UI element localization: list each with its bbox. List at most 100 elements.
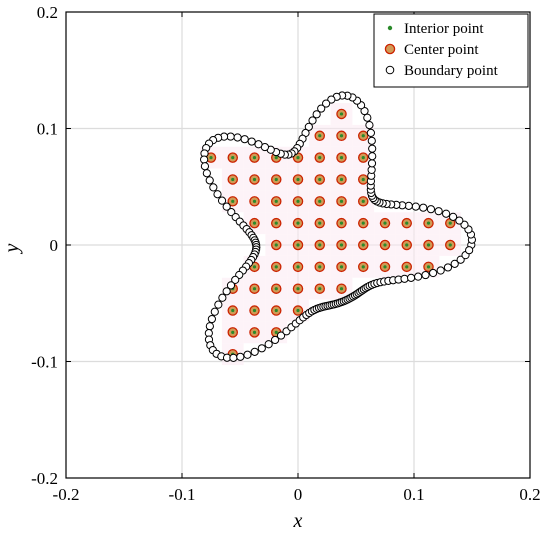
- boundary-point: [365, 121, 374, 130]
- boundary-point: [366, 128, 375, 137]
- boundary-point: [414, 272, 423, 281]
- boundary-point: [217, 196, 227, 205]
- boundary-point: [226, 281, 236, 290]
- boundary-point: [411, 202, 420, 211]
- boundary-point: [207, 314, 216, 324]
- boundary-point: [250, 347, 259, 356]
- interior-point: [339, 134, 344, 138]
- boundary-point: [205, 322, 214, 331]
- boundary-point: [257, 344, 266, 353]
- boundary-point: [442, 209, 451, 218]
- legend-marker-center: [384, 43, 396, 55]
- y-tick-label: -0.2: [31, 469, 58, 488]
- interior-point: [361, 177, 365, 182]
- interior-point: [448, 243, 452, 247]
- y-tick-label: -0.1: [31, 353, 58, 372]
- interior-point: [405, 221, 409, 225]
- boundary-point: [214, 300, 223, 309]
- boundary-point: [231, 275, 240, 284]
- boundary-point: [210, 307, 219, 316]
- interior-point: [339, 243, 344, 247]
- interior-point: [231, 177, 235, 182]
- interior-point: [296, 265, 300, 269]
- interior-point: [231, 308, 235, 313]
- legend-label: Boundary point: [404, 63, 499, 79]
- interior-point: [296, 243, 300, 247]
- interior-point: [231, 199, 235, 203]
- boundary-point: [317, 104, 326, 113]
- y-axis-label: y: [1, 243, 23, 254]
- interior-point: [252, 199, 257, 203]
- legend-label: Center point: [404, 42, 479, 58]
- boundary-point: [426, 205, 436, 214]
- interior-point: [296, 287, 300, 291]
- boundary-point: [229, 353, 238, 362]
- interior-point: [252, 287, 257, 291]
- interior-point: [318, 156, 322, 160]
- boundary-point: [304, 122, 313, 131]
- y-tick-label: 0.2: [37, 3, 58, 22]
- boundary-point: [368, 152, 377, 161]
- interior-point: [252, 221, 257, 225]
- interior-point: [274, 308, 278, 313]
- interior-point: [426, 265, 431, 269]
- interior-point: [252, 330, 257, 334]
- boundary-point: [429, 268, 438, 278]
- interior-point: [274, 243, 278, 247]
- boundary-point: [400, 274, 409, 283]
- boundary-point: [363, 113, 372, 122]
- boundary-point: [367, 159, 377, 168]
- interior-point: [361, 199, 365, 203]
- interior-point: [339, 287, 344, 291]
- boundary-point: [368, 144, 377, 153]
- legend-box: [373, 13, 529, 88]
- boundary-point: [200, 155, 209, 164]
- boundary-point: [460, 220, 469, 229]
- boundary-point: [218, 293, 227, 302]
- interior-point: [339, 156, 344, 160]
- boundary-point: [240, 135, 249, 144]
- boundary-point: [312, 110, 321, 119]
- boundary-point: [322, 99, 331, 108]
- interior-point: [318, 265, 322, 269]
- interior-point: [339, 221, 344, 225]
- x-tick-label: -0.1: [169, 485, 196, 504]
- x-axis-label: x: [293, 510, 303, 532]
- interior-point: [274, 265, 278, 269]
- interior-point: [274, 221, 278, 225]
- interior-point: [383, 265, 387, 269]
- boundary-point: [421, 270, 430, 280]
- x-tick-label: -0.2: [53, 485, 80, 504]
- interior-point: [231, 156, 235, 160]
- x-tick-label: 0: [294, 485, 303, 504]
- boundary-point: [270, 335, 280, 345]
- data-points: [200, 91, 477, 362]
- boundary-point: [455, 216, 464, 225]
- x-tick-label: 0.2: [519, 485, 540, 504]
- boundary-point: [448, 212, 458, 221]
- interior-point: [339, 265, 344, 269]
- interior-point: [318, 134, 322, 138]
- interior-point: [296, 199, 300, 203]
- interior-point: [296, 308, 300, 313]
- interior-point: [405, 243, 409, 247]
- boundary-point: [465, 246, 474, 255]
- x-tick-label: 0.1: [403, 485, 424, 504]
- boundary-point: [436, 266, 445, 275]
- y-tick-label: 0: [50, 236, 59, 255]
- boundary-point: [456, 255, 465, 264]
- interior-point: [361, 221, 365, 225]
- boundary-point: [213, 190, 222, 199]
- boundary-point: [202, 169, 211, 178]
- boundary-point: [276, 331, 286, 340]
- boundary-point: [264, 340, 273, 349]
- boundary-point: [443, 263, 453, 272]
- boundary-point: [236, 352, 245, 361]
- boundary-point: [243, 350, 252, 359]
- interior-point: [426, 243, 431, 247]
- interior-point: [252, 308, 257, 313]
- interior-point: [318, 177, 322, 182]
- legend: Interior point Center point Boundary point: [373, 13, 529, 88]
- interior-point: [318, 287, 322, 291]
